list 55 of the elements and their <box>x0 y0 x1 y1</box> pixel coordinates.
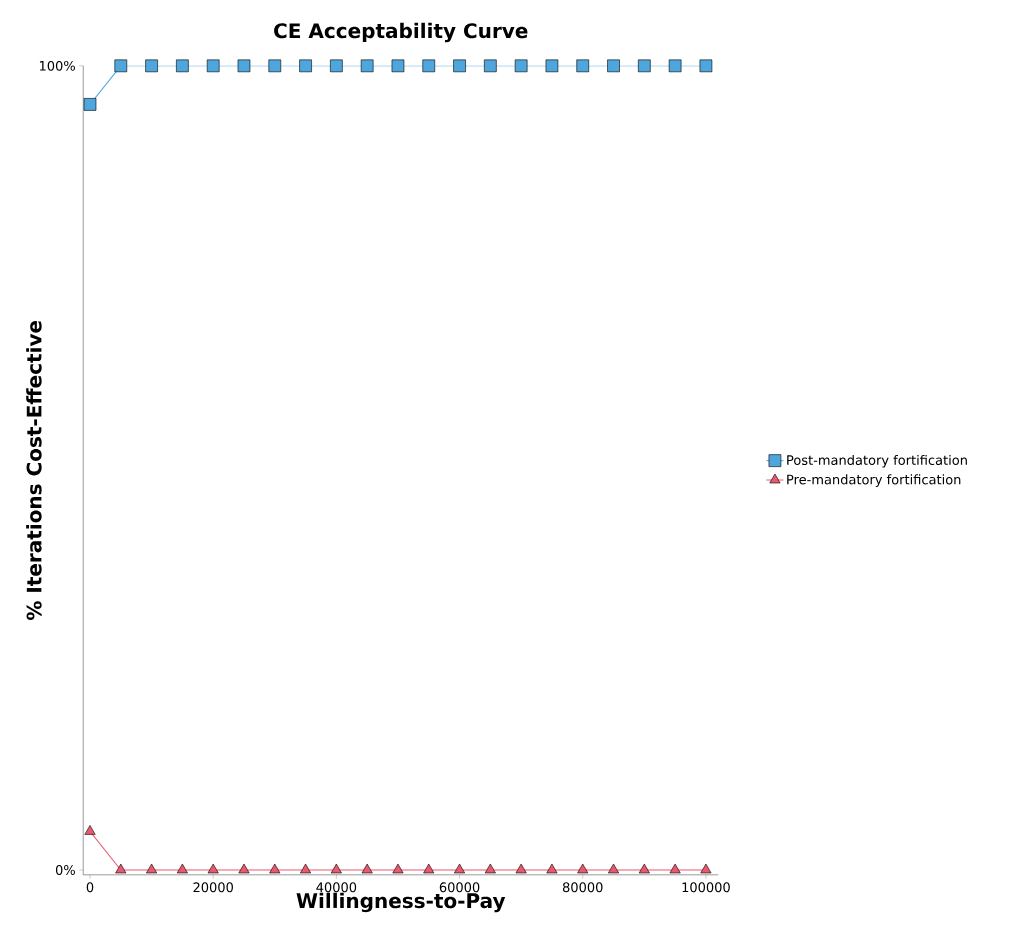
point <box>84 825 96 835</box>
point <box>330 59 343 73</box>
point <box>423 863 435 874</box>
point <box>361 863 373 874</box>
point <box>237 59 251 73</box>
point <box>638 59 651 73</box>
point <box>360 59 374 73</box>
legend-label: Post-mandatory fortification <box>787 454 967 468</box>
x-tick-label: 80000 <box>562 882 603 893</box>
point <box>145 59 158 73</box>
x-axis-title: Willingness-to-Pay <box>296 892 506 913</box>
x-tick-label: 40000 <box>316 882 357 893</box>
point <box>699 59 713 73</box>
point <box>146 863 158 874</box>
point <box>546 863 558 874</box>
point <box>269 863 281 874</box>
point <box>115 863 127 874</box>
y-tick-label: 0% <box>55 865 75 875</box>
point <box>484 863 496 874</box>
point <box>238 863 250 874</box>
point <box>330 863 342 874</box>
point <box>391 59 405 73</box>
x-tick-label: 100000 <box>682 882 730 893</box>
point <box>700 863 712 874</box>
point <box>422 59 436 73</box>
point <box>176 59 189 73</box>
point <box>576 59 590 73</box>
point <box>577 863 589 874</box>
x-tick-label: 60000 <box>439 882 480 893</box>
point <box>207 863 219 874</box>
point <box>545 59 559 73</box>
point <box>392 863 404 874</box>
point <box>300 863 312 874</box>
point <box>83 98 97 111</box>
point <box>484 59 497 73</box>
point <box>454 863 466 874</box>
point <box>638 863 650 874</box>
legend-label: Pre-mandatory fortification <box>787 474 961 487</box>
point <box>608 863 620 874</box>
point <box>114 59 128 73</box>
x-tick-label: 20000 <box>193 882 233 893</box>
point <box>669 863 681 874</box>
chart-title: CE Acceptability Curve <box>274 22 528 43</box>
point <box>453 59 466 73</box>
point <box>176 863 188 874</box>
point <box>607 59 620 73</box>
point <box>514 59 528 73</box>
point <box>299 59 312 73</box>
point <box>268 59 282 73</box>
y-tick-label: 100% <box>39 60 75 71</box>
x-tick-label: 0 <box>86 882 94 893</box>
y-axis-title: % Iterations Cost-Effective <box>26 320 42 621</box>
point <box>668 59 682 73</box>
point <box>206 59 220 73</box>
point <box>515 863 527 874</box>
